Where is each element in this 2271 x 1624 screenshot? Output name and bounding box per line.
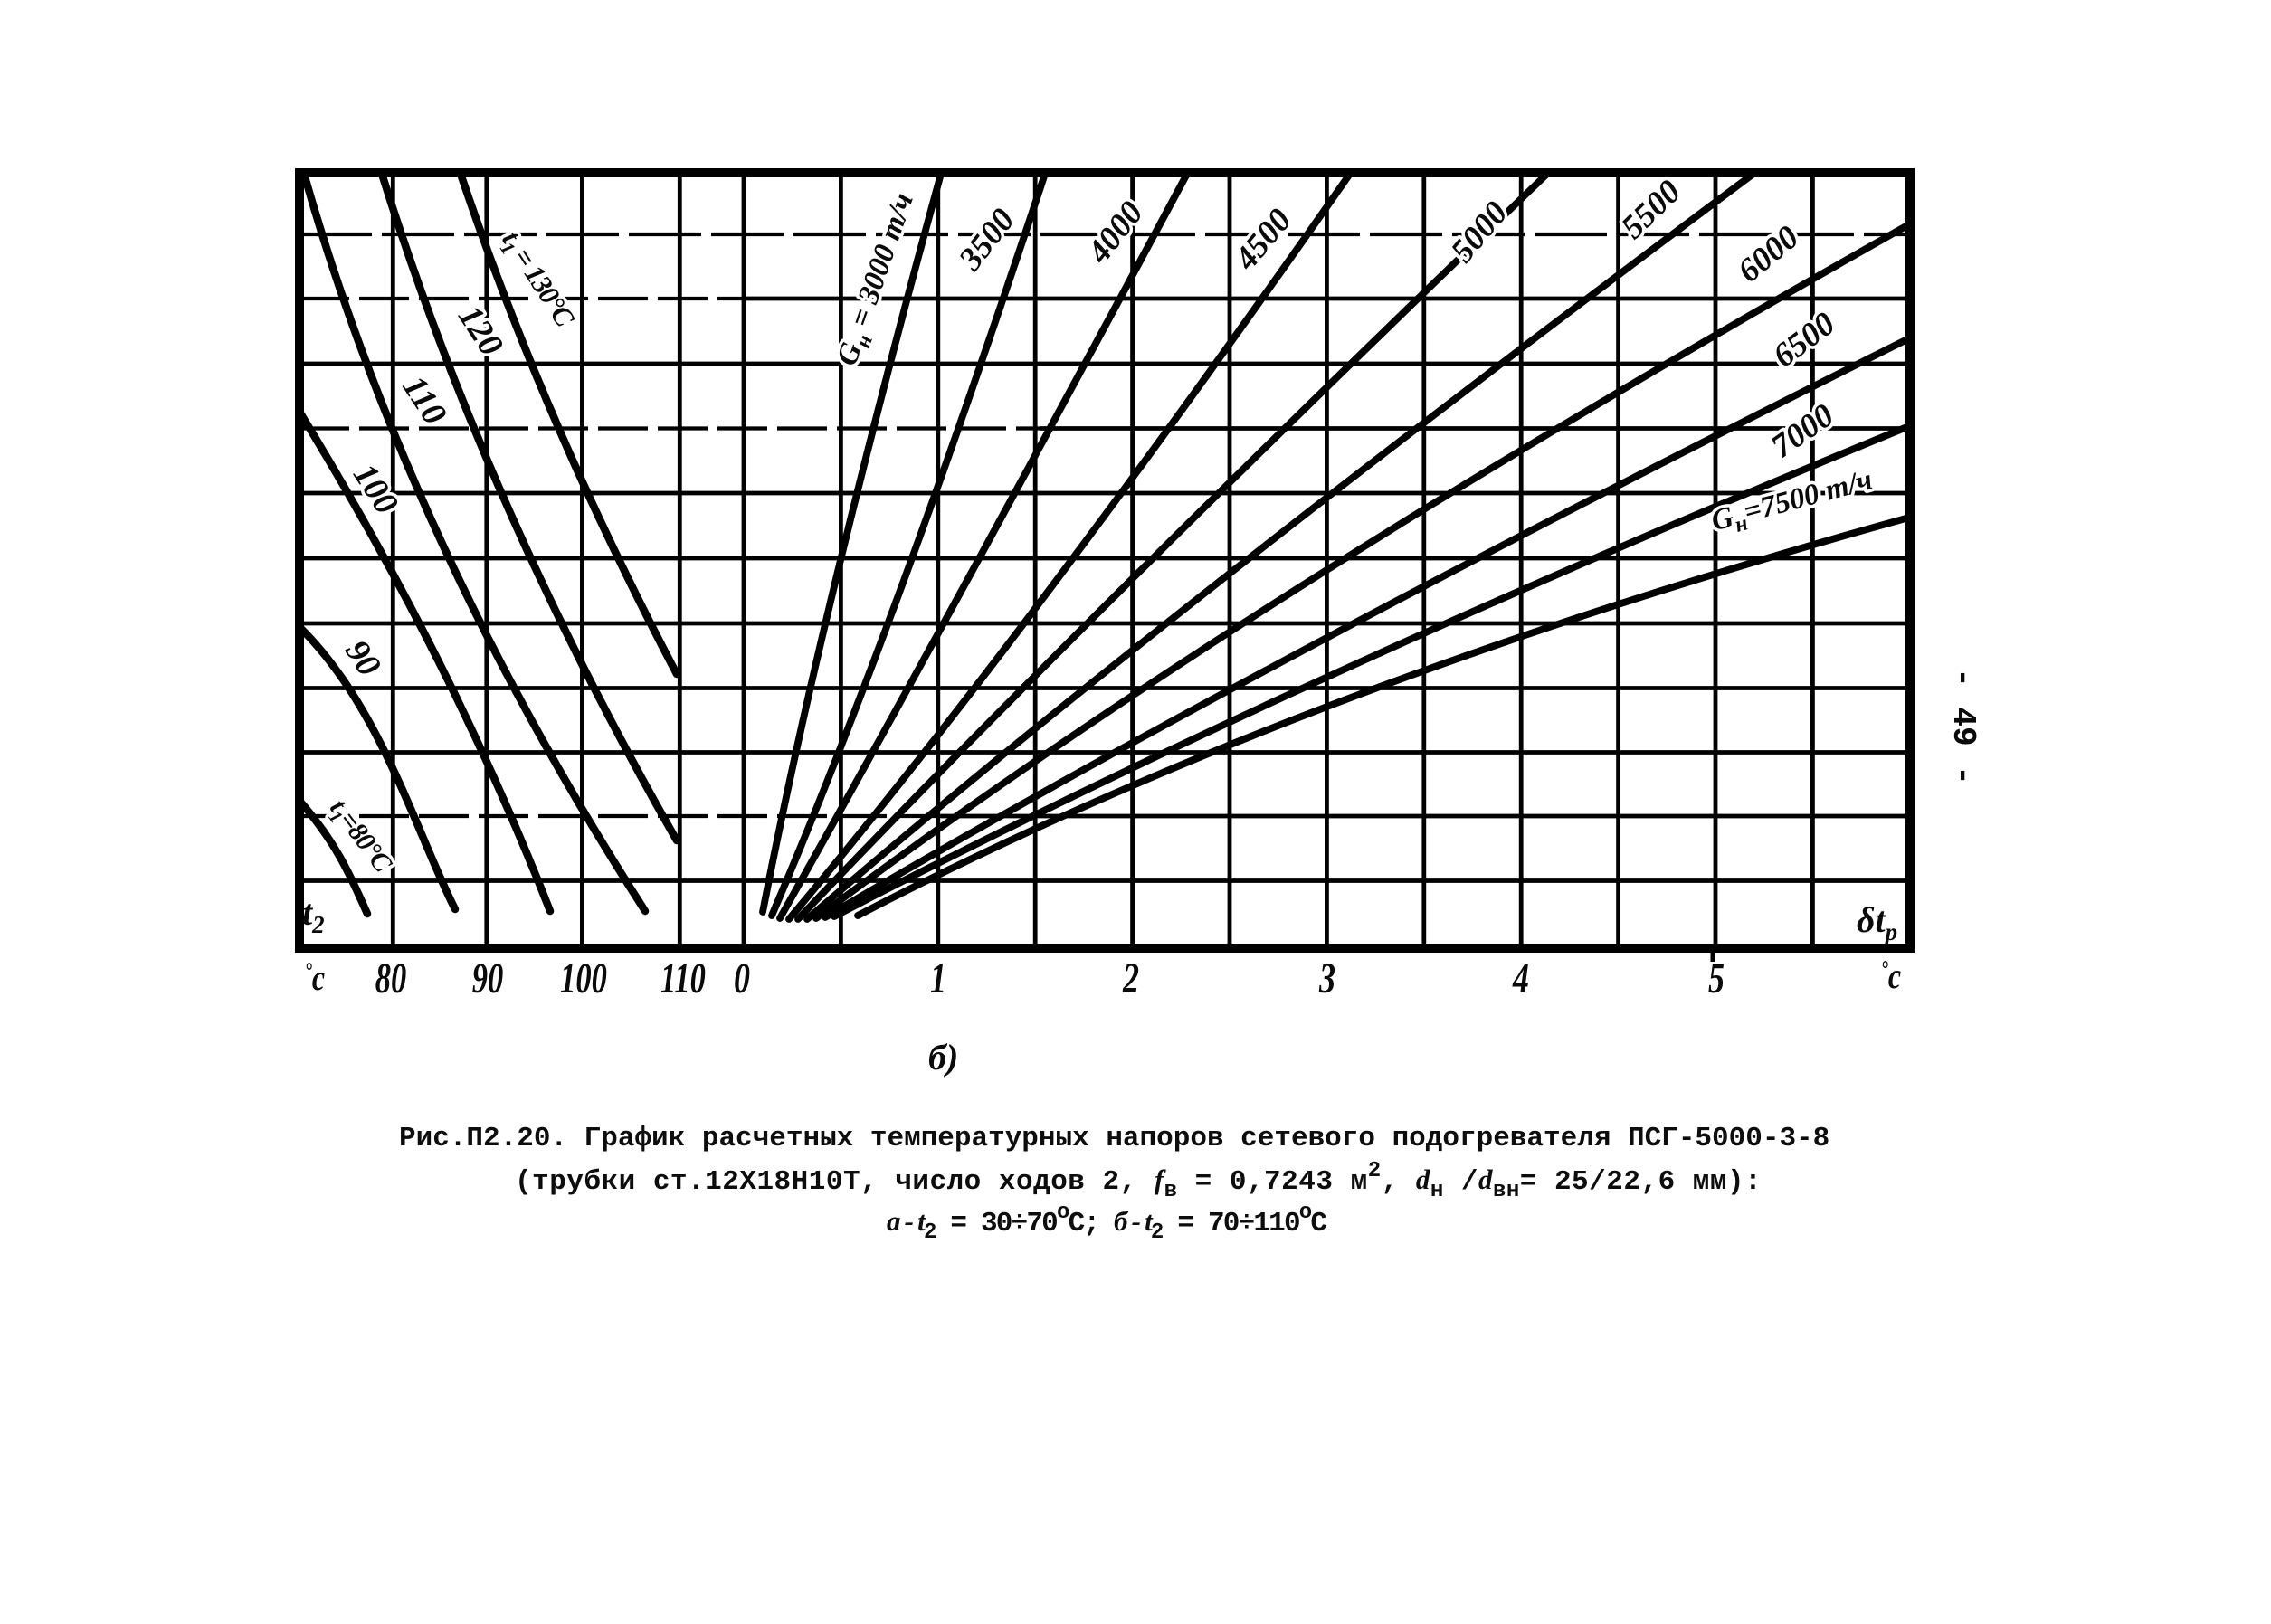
- svg-text:- 49 -: - 49 -: [1944, 668, 1981, 785]
- svg-text:100: 100: [560, 955, 607, 1003]
- svg-text:1: 1: [930, 954, 946, 1002]
- svg-text:3: 3: [1318, 954, 1335, 1002]
- svg-text:0: 0: [734, 954, 750, 1002]
- svg-text:110: 110: [660, 955, 706, 1003]
- svg-text:°с: °с: [1881, 956, 1901, 996]
- svg-text:4: 4: [1512, 954, 1529, 1002]
- svg-text:80: 80: [375, 955, 407, 1003]
- svg-text:90: 90: [472, 955, 504, 1003]
- svg-text:(трубки ст.12Х18Н10Т, число х: (трубки ст.12Х18Н10Т, число ходов 2, fв …: [515, 1159, 1762, 1203]
- svg-text:2: 2: [1122, 954, 1139, 1002]
- svg-text:°с: °с: [305, 958, 325, 998]
- svg-text:Рис.П2.20. График расчетных те: Рис.П2.20. График расчетных температурны…: [399, 1123, 1829, 1154]
- svg-text:а - t2 = 30÷70оС; б - t2 = 70: а - t2 = 30÷70оС; б - t2 = 70÷110оС: [887, 1201, 1326, 1245]
- svg-text:5: 5: [1708, 954, 1725, 1002]
- svg-text:б): б): [928, 1037, 958, 1078]
